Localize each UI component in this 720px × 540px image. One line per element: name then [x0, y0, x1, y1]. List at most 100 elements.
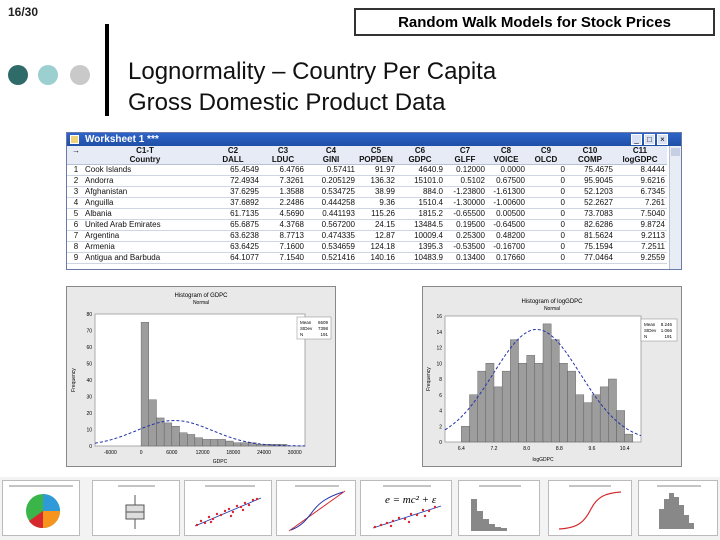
table-cell-c6[interactable]: 13484.5 [414, 220, 443, 229]
table-cell-c7[interactable]: -1.30000 [453, 198, 485, 207]
table-cell-c11[interactable]: 8.4444 [640, 165, 665, 174]
table-cell-c2[interactable]: 72.4934 [230, 176, 259, 185]
worksheet-window[interactable]: Worksheet 1 *** _ □ × → C1-T C2 C3 C4 C5 C6 C7 C… [66, 132, 682, 270]
table-cell-c11[interactable]: 9.6216 [640, 176, 665, 185]
thumb-histogram-decay[interactable] [458, 480, 540, 536]
column-id-3[interactable]: C3 [277, 146, 289, 155]
row-number[interactable]: 5 [73, 209, 79, 218]
table-cell-c10[interactable]: 52.2627 [584, 198, 613, 207]
scroll-up-arrow[interactable] [671, 148, 680, 156]
column-name-9[interactable]: OLCD [534, 155, 558, 164]
table-cell-c8[interactable]: 0.17660 [496, 253, 525, 262]
column-id-11[interactable]: C11 [632, 146, 648, 155]
table-cell-c5[interactable]: 140.16 [370, 253, 395, 262]
table-row[interactable]: 4 Anguilla 37.6892 2.2486 0.444258 9.36 1510.4… [67, 198, 667, 209]
table-cell-c8[interactable]: -1.61300 [493, 187, 525, 196]
table-cell-c3[interactable]: 7.3261 [279, 176, 304, 185]
table-cell-country[interactable]: United Arab Emirates [85, 220, 161, 229]
table-cell-c7[interactable]: 0.19500 [456, 220, 485, 229]
table-cell-c3[interactable]: 4.5690 [279, 209, 304, 218]
table-row[interactable]: 6 United Arab Emirates 65.6875 4.3768 0.5672… [67, 220, 667, 231]
row-number[interactable]: 8 [73, 242, 79, 251]
table-row[interactable]: 9 Antigua and Barbuda 64.1077 7.1540 0.52141… [67, 253, 667, 264]
table-cell-c6[interactable]: 1395.3 [418, 242, 443, 251]
row-number[interactable]: 1 [73, 165, 79, 174]
table-cell-c5[interactable]: 9.36 [379, 198, 395, 207]
row-number[interactable]: 2 [73, 176, 79, 185]
thumb-histogram-normal[interactable] [638, 480, 718, 536]
table-cell-country[interactable]: Cook Islands [85, 165, 132, 174]
column-name-10[interactable]: COMP [578, 155, 602, 164]
table-cell-c2[interactable]: 64.1077 [230, 253, 259, 262]
thumb-cdf-curve[interactable] [548, 480, 632, 536]
table-cell-c2[interactable]: 65.4549 [230, 165, 259, 174]
table-cell-c7[interactable]: -0.65500 [453, 209, 485, 218]
table-cell-c6[interactable]: 10483.9 [414, 253, 443, 262]
table-cell-c4[interactable]: 0.205129 [321, 176, 355, 185]
thumb-boxplot[interactable] [92, 480, 180, 536]
table-cell-c4[interactable]: 0.534725 [321, 187, 355, 196]
table-cell-c10[interactable]: 95.9045 [584, 176, 613, 185]
table-cell-c8[interactable]: -1.00600 [493, 198, 525, 207]
table-cell-country[interactable]: Anguilla [85, 198, 114, 207]
column-id-9[interactable]: C9 [540, 146, 552, 155]
table-cell-c10[interactable]: 73.7083 [584, 209, 613, 218]
table-cell-c2[interactable]: 63.6238 [230, 231, 259, 240]
table-cell-c3[interactable]: 1.3588 [279, 187, 304, 196]
table-row[interactable]: 7 Argentina 63.6238 8.7713 0.474335 12.87 1000… [67, 231, 667, 242]
table-cell-c11[interactable]: 7.2511 [641, 242, 665, 251]
table-cell-c11[interactable]: 7.5040 [640, 209, 665, 218]
table-cell-c3[interactable]: 7.1600 [279, 242, 304, 251]
table-cell-c7[interactable]: 0.13400 [456, 253, 485, 262]
table-cell-c9[interactable]: 0 [560, 220, 565, 229]
column-id-10[interactable]: C10 [582, 146, 598, 155]
table-cell-c10[interactable]: 52.1203 [584, 187, 613, 196]
thumb-scatter-1[interactable] [184, 480, 272, 536]
table-cell-country[interactable]: Albania [85, 209, 112, 218]
table-cell-c5[interactable]: 124.18 [370, 242, 395, 251]
table-cell-c7[interactable]: 0.25300 [456, 231, 485, 240]
column-id-7[interactable]: C7 [459, 146, 471, 155]
column-name-2[interactable]: DALL [222, 155, 244, 164]
close-button[interactable]: × [657, 134, 668, 145]
table-cell-c4[interactable]: 0.441193 [322, 209, 355, 218]
table-cell-c2[interactable]: 63.6425 [230, 242, 259, 251]
table-cell-country[interactable]: Armenia [85, 242, 115, 251]
table-row[interactable]: 3 Afghanistan 37.6295 1.3588 0.534725 38.99 88… [67, 187, 667, 198]
row-number[interactable]: 7 [73, 231, 79, 240]
table-cell-c7[interactable]: -0.53500 [453, 242, 485, 251]
vertical-scrollbar[interactable] [669, 146, 681, 269]
table-row[interactable]: 2 Andorra 72.4934 7.3261 0.205129 136.32 15101… [67, 176, 667, 187]
table-cell-c11[interactable]: 9.8724 [640, 220, 665, 229]
table-cell-c2[interactable]: 61.7135 [230, 209, 259, 218]
table-cell-c8[interactable]: 0.00500 [496, 209, 525, 218]
column-id-5[interactable]: C5 [370, 146, 382, 155]
table-cell-c6[interactable]: 4640.9 [418, 165, 443, 174]
column-name-11[interactable]: logGDPC [622, 155, 658, 164]
table-cell-c10[interactable]: 82.6286 [584, 220, 613, 229]
table-cell-c7[interactable]: 0.5102 [460, 176, 485, 185]
table-cell-c8[interactable]: 0.48200 [496, 231, 525, 240]
table-cell-c4[interactable]: 0.521416 [321, 253, 355, 262]
table-cell-c9[interactable]: 0 [560, 209, 565, 218]
column-name-6[interactable]: GDPC [408, 155, 432, 164]
table-cell-c9[interactable]: 0 [560, 198, 565, 207]
table-cell-c9[interactable]: 0 [560, 253, 565, 262]
table-cell-c5[interactable]: 91.97 [374, 165, 395, 174]
column-id-1[interactable]: C1-T [136, 146, 154, 155]
table-cell-country[interactable]: Argentina [85, 231, 120, 240]
thumb-scatter-formula[interactable]: e = mc² + ε [360, 480, 452, 536]
table-cell-c2[interactable]: 65.6875 [230, 220, 259, 229]
table-cell-c7[interactable]: 0.12000 [456, 165, 485, 174]
table-cell-c5[interactable]: 12.87 [374, 231, 395, 240]
row-selector-corner[interactable]: → [72, 146, 80, 155]
row-number[interactable]: 3 [73, 187, 79, 196]
column-name-row[interactable]: Country DALL LDUC GINI POPDEN GDPC GLFF VOICE OL… [67, 155, 667, 165]
thumb-probability-plot[interactable] [276, 480, 356, 536]
column-name-8[interactable]: VOICE [493, 155, 519, 164]
table-cell-c8[interactable]: -0.16700 [493, 242, 525, 251]
table-cell-c7[interactable]: -1.23800 [453, 187, 485, 196]
table-cell-c3[interactable]: 6.4766 [279, 165, 304, 174]
table-cell-c9[interactable]: 0 [560, 176, 565, 185]
table-cell-c5[interactable]: 136.32 [370, 176, 395, 185]
